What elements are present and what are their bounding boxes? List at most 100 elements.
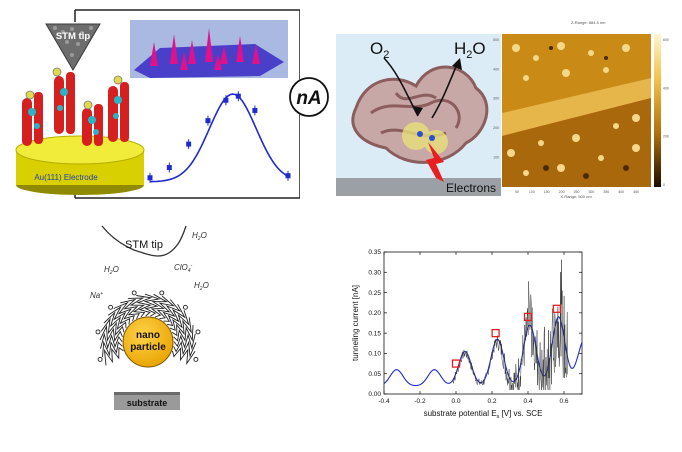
electron-bolt: [426, 142, 444, 182]
panel-a-point: [223, 97, 229, 103]
ligand-chain: [173, 333, 196, 350]
x-tick-label: 0.2: [487, 398, 496, 405]
ligand-headgroup: [95, 329, 101, 335]
afm-x-tick: 50: [515, 190, 519, 194]
panel-b-svg: O2 H2O Electrons Z-Range: 884.5 nm X-Ran…: [336, 20, 669, 199]
o2-arrowhead: [413, 106, 423, 116]
h2o-left: H2O: [104, 265, 119, 276]
ligand-chain: [99, 324, 123, 342]
panel-a-point: [252, 107, 258, 113]
ligand-headgroup: [182, 304, 188, 310]
measured-point: [552, 304, 561, 313]
afm-y-tick: 500: [493, 38, 499, 42]
afm-y-ticks: 100 200 300 400 500: [493, 38, 499, 160]
h2o-right: H2O: [194, 281, 209, 292]
panel-a-curve: [149, 93, 289, 183]
clo4-label: ClO4-: [174, 263, 193, 274]
afm-y-tick: 100: [493, 156, 499, 160]
afm-x-tick: 400: [618, 190, 624, 194]
afm-x-ticks: 50 100 150 200 250 300 350 400 450: [515, 190, 639, 194]
substrate-label: substrate: [127, 398, 168, 408]
afm-texture: [502, 34, 651, 187]
afm-scale-tick: 0: [663, 183, 665, 187]
x-axis-label: substrate potential Es [V] vs. SCE: [424, 409, 543, 420]
nanoparticle: [122, 316, 174, 368]
tip-outline: [101, 225, 187, 257]
panel-a-svg: STM tip Au(111) Electrode: [15, 9, 301, 199]
panel-stm-electrode: STM tip Au(111) Electrode: [0, 0, 301, 205]
ligand-chain: [107, 305, 131, 325]
y-tick-label: 0.35: [368, 249, 381, 256]
ligand-chain: [100, 332, 123, 350]
ligand-headgroup: [97, 356, 103, 362]
nanoamp-circle: [289, 77, 329, 117]
stm-3d-image: [134, 28, 284, 78]
ligand-headgroup: [159, 290, 165, 296]
x-tick-label: 0.4: [523, 398, 532, 405]
afm-header: Z-Range: 884.5 nm: [571, 20, 606, 25]
measured-point: [523, 312, 533, 322]
afm-x-tick: 450: [633, 190, 639, 194]
nano-label-2: particle: [130, 342, 166, 353]
o2-label: O2: [370, 39, 389, 61]
x-tick-label: 0.0: [451, 398, 460, 405]
panel-a-plot: [147, 91, 291, 183]
substrate-block: [114, 392, 180, 410]
x-tick-label: -0.4: [378, 398, 390, 405]
nano-label-1: nano: [136, 330, 160, 341]
ligand-chain: [162, 299, 182, 322]
x-tick-label: -0.2: [414, 398, 426, 405]
afm-x-tick: 250: [574, 190, 580, 194]
chart-svg: -0.4 -0.2 0.0 0.2 0.4 0.6 0.00 0.05 0.10 0.15 0.20…: [351, 249, 583, 420]
protein-molecules: [22, 67, 129, 146]
afm-x-tick: 150: [544, 190, 550, 194]
y-tick-label: 0.15: [368, 330, 381, 337]
nanoamp-badge: nA: [288, 76, 330, 118]
ligand-chain: [156, 295, 176, 320]
afm-y-tick: 400: [493, 67, 499, 71]
panel-nanoparticle: STM tip H2O H2O ClO4- H2O Na+ nano parti…: [80, 222, 230, 414]
panel-a-point: [205, 118, 211, 124]
afm-color-scale: [654, 34, 661, 187]
ligand-chain: [100, 317, 125, 336]
y-tick-label: 0.20: [368, 310, 381, 317]
enzyme-surface: [336, 178, 501, 196]
afm-scale-tick: 400: [663, 86, 669, 90]
ligand-headgroup: [193, 356, 199, 362]
ligand-chain: [113, 301, 135, 322]
ligand-headgroup: [108, 304, 114, 310]
ligand-chain: [173, 325, 194, 342]
y-tick-label: 0.25: [368, 290, 381, 297]
h2o-top: H2O: [192, 231, 207, 242]
panel-a-point: [166, 165, 172, 171]
stm-tip-texture: [53, 26, 93, 57]
copper-atoms: [417, 131, 435, 141]
h2o-arrowhead: [452, 58, 462, 70]
ligand-chain: [173, 340, 197, 358]
panel-enzyme-afm: O2 H2O Electrons Z-Range: 884.5 nm X-Ran…: [336, 18, 672, 203]
ligand-chain: [127, 297, 146, 318]
afm-scale-ticks: 600 400 200 0: [663, 38, 669, 187]
y-tick-label: 0.30: [368, 269, 381, 276]
ligand-chain: [103, 311, 127, 330]
afm-xrange: X-Range: 500 nm: [560, 194, 592, 199]
ligand-chain: [150, 293, 169, 318]
panel-a-point: [186, 141, 192, 147]
ligand-headgroup: [131, 290, 137, 296]
afm-scale-tick: 600: [663, 38, 669, 42]
experimental-trace: [452, 259, 568, 391]
ligand-shell: [95, 290, 201, 366]
h2o-label: H2O: [454, 39, 486, 61]
ligand-chain: [120, 298, 141, 319]
y-tick-label: 0.00: [368, 391, 381, 398]
afm-y-tick: 300: [493, 97, 499, 101]
panel-c-svg: STM tip H2O H2O ClO4- H2O Na+ nano parti…: [90, 225, 209, 410]
ligand-chain: [169, 310, 190, 331]
afm-x-tick: 350: [603, 190, 609, 194]
panel-a-point: [147, 175, 153, 181]
y-axis-label: tunneling current [nA]: [351, 285, 360, 361]
ligand-chain: [167, 303, 187, 327]
chart-frame: [383, 251, 583, 395]
ligand-chain: [171, 347, 196, 366]
tunneling-chart: -0.4 -0.2 0.0 0.2 0.4 0.6 0.00 0.05 0.10 0.15 0.20…: [340, 244, 590, 430]
